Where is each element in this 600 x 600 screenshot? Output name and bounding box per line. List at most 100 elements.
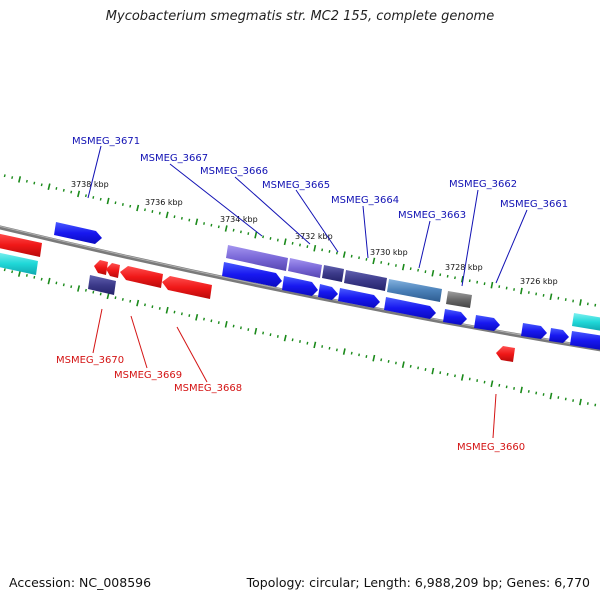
gene-red-small-b[interactable] (106, 263, 120, 278)
gene-blue-h[interactable] (549, 328, 569, 343)
minor-tick (269, 237, 272, 240)
gene-label[interactable]: MSMEG_3665 (262, 180, 330, 191)
tick-label: 3732 kbp (295, 232, 333, 241)
major-tick (549, 392, 553, 400)
gene-msmeg-3661[interactable] (474, 315, 500, 331)
major-tick (283, 334, 287, 342)
bottom-gene-labels: MSMEG_3670 MSMEG_3669 MSMEG_3668 MSMEG_3… (56, 355, 525, 453)
gene-label[interactable]: MSMEG_3671 (72, 136, 140, 147)
minor-tick (439, 371, 442, 375)
map-title: Mycobacterium smegmatis str. MC2 155, co… (105, 9, 495, 24)
minor-tick (527, 291, 530, 294)
gene-msmeg-3670[interactable] (88, 275, 116, 295)
gene-label[interactable]: MSMEG_3660 (457, 442, 525, 453)
major-tick (372, 354, 376, 362)
minor-tick (232, 228, 235, 232)
gene-label[interactable]: MSMEG_3666 (200, 166, 268, 177)
gene-label[interactable]: MSMEG_3668 (174, 383, 242, 394)
minor-tick (409, 267, 412, 271)
major-tick (106, 197, 110, 205)
gene-cyan-left[interactable] (0, 252, 38, 275)
gene-msmeg-3668[interactable] (162, 276, 212, 299)
minor-tick (232, 324, 235, 328)
gene-label[interactable]: MSMEG_3664 (331, 195, 399, 206)
major-tick (520, 386, 523, 394)
minor-tick (395, 361, 397, 365)
minor-tick (158, 211, 161, 215)
gene-blue-d[interactable] (338, 288, 380, 308)
major-tick (77, 190, 81, 198)
minor-tick (380, 358, 383, 362)
minor-tick (144, 208, 146, 212)
minor-tick (586, 402, 589, 405)
minor-tick (158, 307, 161, 310)
minor-tick (350, 254, 353, 258)
minor-tick (114, 201, 117, 205)
gene-blue-i[interactable] (570, 331, 600, 350)
minor-tick (40, 183, 43, 187)
gene-msmeg-3671[interactable] (54, 222, 102, 244)
minor-tick (11, 176, 14, 179)
gene-label[interactable]: MSMEG_3669 (114, 370, 182, 381)
minor-tick (299, 243, 301, 247)
minor-tick (572, 399, 575, 402)
major-tick (401, 361, 405, 368)
gene-label[interactable]: MSMEG_3670 (56, 355, 124, 366)
gene-blue-b[interactable] (282, 276, 318, 296)
minor-tick (365, 355, 368, 358)
gene-msmeg-3662[interactable] (446, 291, 472, 308)
major-tick (18, 176, 22, 183)
minor-tick (129, 204, 132, 208)
minor-tick (25, 274, 28, 277)
accession-text: Accession: NC_008596 (9, 575, 152, 590)
gene-blue-a[interactable] (222, 262, 282, 287)
gene-cyan-right[interactable] (572, 313, 600, 331)
minor-tick (365, 257, 368, 261)
minor-tick (328, 346, 331, 350)
minor-tick (276, 238, 279, 242)
minor-tick (99, 292, 102, 296)
major-tick (136, 299, 140, 307)
major-tick (520, 287, 523, 295)
minor-tick (151, 305, 154, 309)
gene-label[interactable]: MSMEG_3663 (398, 210, 466, 221)
minor-tick (188, 314, 191, 317)
gene-msmeg-3666[interactable] (288, 258, 322, 278)
minor-tick (395, 264, 397, 267)
tick-label: 3728 kbp (445, 263, 483, 272)
minor-tick (335, 251, 338, 255)
gene-label[interactable]: MSMEG_3662 (449, 179, 517, 190)
forward-genes-inner (222, 262, 600, 350)
gene-blue-c[interactable] (318, 284, 338, 300)
gene-red-small-a[interactable] (94, 260, 108, 275)
gene-blue-g[interactable] (521, 323, 547, 339)
reverse-genes (88, 260, 515, 362)
minor-tick (380, 261, 383, 264)
major-tick (283, 238, 287, 246)
gene-msmeg-3660[interactable] (496, 346, 515, 362)
gene-label[interactable]: MSMEG_3661 (500, 199, 568, 210)
gene-blue-e[interactable] (384, 297, 436, 319)
minor-tick (188, 218, 191, 222)
minor-tick (173, 310, 176, 314)
gene-msmeg-3669[interactable] (120, 266, 163, 288)
major-tick (431, 367, 435, 375)
major-tick (342, 251, 346, 258)
top-gene-labels: MSMEG_3671 MSMEG_3667 MSMEG_3666 MSMEG_3… (72, 136, 568, 221)
minor-tick (387, 262, 390, 266)
gene-msmeg-3667[interactable] (226, 245, 288, 271)
minor-tick (217, 225, 220, 229)
minor-tick (439, 273, 442, 277)
gene-msmeg-3663[interactable] (387, 279, 442, 302)
minor-tick (180, 312, 183, 316)
gene-label[interactable]: MSMEG_3667 (140, 153, 208, 164)
tick-label: 3738 kbp (71, 180, 109, 189)
gene-red-left-outer[interactable] (0, 233, 42, 257)
gene-blue-f[interactable] (443, 309, 467, 325)
gene-msmeg-3665[interactable] (322, 265, 344, 282)
minor-tick (70, 190, 73, 194)
major-tick (224, 321, 228, 328)
minor-tick (468, 279, 471, 283)
gene-msmeg-3664[interactable] (344, 270, 387, 291)
minor-tick (210, 223, 213, 227)
